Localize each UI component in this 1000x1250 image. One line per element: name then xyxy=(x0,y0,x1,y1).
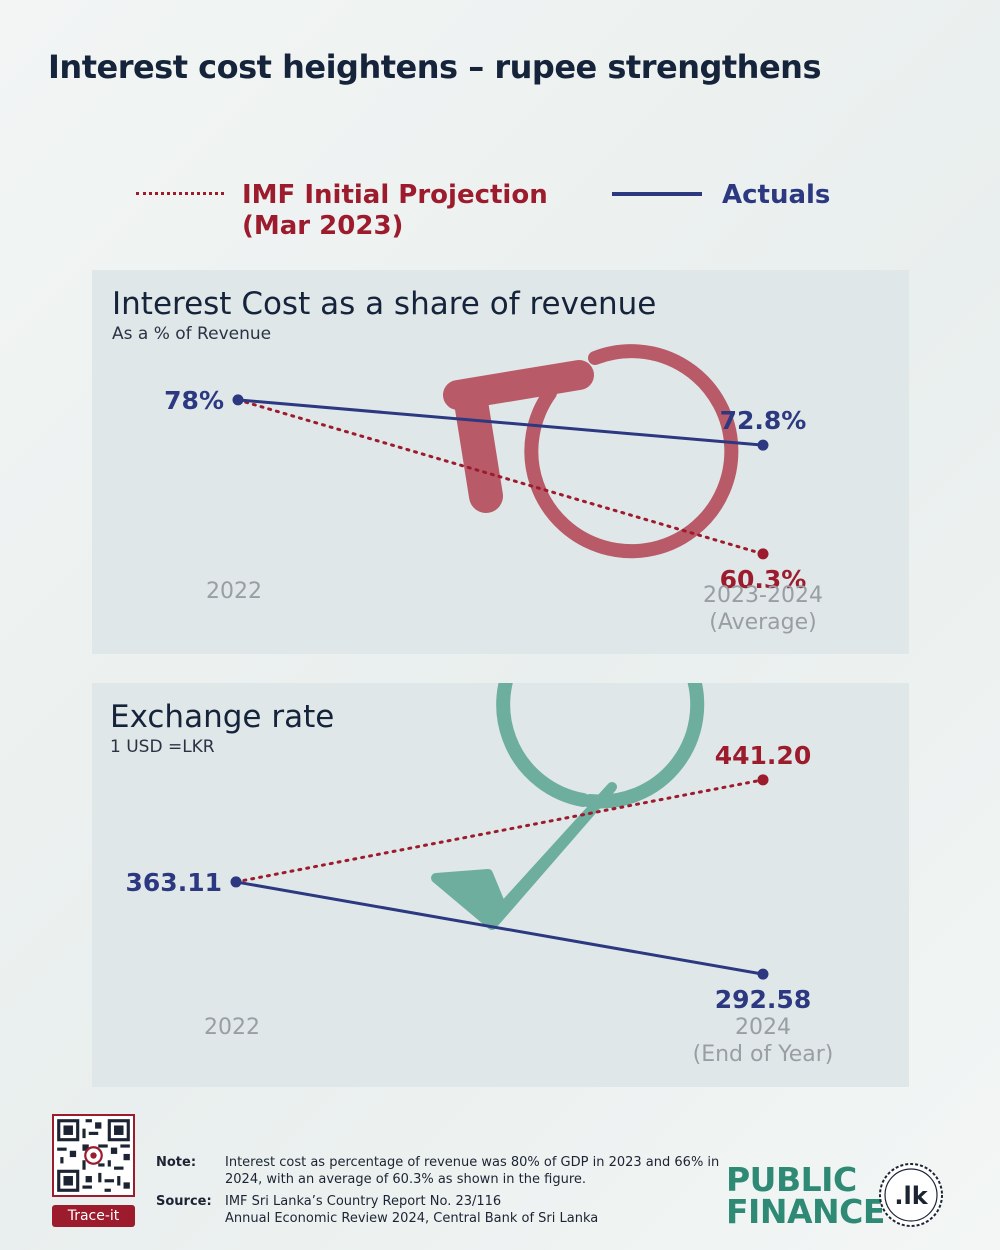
brand-line-1: PUBLIC xyxy=(726,1160,857,1199)
brand-suffix: .lk xyxy=(894,1182,928,1210)
interest-cost-subtitle: As a % of Revenue xyxy=(112,324,272,344)
legend-projection-swatch xyxy=(136,192,224,195)
exchange-rate-panel: 363.11 292.58 441.20 2022 2024 (End of Y… xyxy=(92,683,909,1087)
interest-cost-title: Interest Cost as a share of revenue xyxy=(112,286,657,322)
interest-cost-panel: 78% 72.8% 60.3% 2022 2023-2024 (Average)… xyxy=(92,270,909,654)
projection-label-2024: 441.20 xyxy=(715,741,811,770)
actuals-label-2023-2024: 72.8% xyxy=(720,406,807,435)
projection-series-line xyxy=(236,398,765,556)
category-label-2023-2024: 2023-2024 xyxy=(703,583,823,608)
actuals-series-line xyxy=(237,398,764,447)
source-label: Source: xyxy=(156,1194,212,1209)
check-icon xyxy=(431,683,705,930)
actuals-label-2024: 292.58 xyxy=(715,985,811,1014)
category-label-2022: 2022 xyxy=(204,1015,260,1040)
category-label-2022: 2022 xyxy=(206,579,262,604)
legend-projection-label: IMF Initial Projection (Mar 2023) xyxy=(242,180,572,242)
actuals-point-2022 xyxy=(230,876,242,888)
brand-line-2: FINANCE xyxy=(726,1192,885,1231)
legend-projection-line1: IMF Initial Projection xyxy=(242,180,548,210)
actuals-label-2022: 363.11 xyxy=(126,868,222,897)
brand-seal-icon: .lk xyxy=(879,1163,943,1227)
projection-label-2023-2024: 60.3% xyxy=(720,565,807,594)
category-label-end-of-year: (End of Year) xyxy=(693,1042,834,1067)
exchange-rate-chart: 363.11 292.58 441.20 2022 2024 (End of Y… xyxy=(126,683,834,1067)
interest-cost-chart: 78% 72.8% 60.3% 2022 2023-2024 (Average) xyxy=(164,344,823,635)
source-text: IMF Sri Lanka’s Country Report No. 23/11… xyxy=(225,1193,725,1227)
source-line-2: Annual Economic Review 2024, Central Ban… xyxy=(225,1211,599,1226)
actuals-series-line xyxy=(235,880,764,976)
legend-actuals-swatch xyxy=(612,192,702,196)
cross-icon xyxy=(443,344,739,559)
page-title: Interest cost heightens – rupee strength… xyxy=(48,48,821,86)
qr-code-image xyxy=(54,1116,133,1195)
category-label-average: (Average) xyxy=(709,610,817,635)
note-text: Interest cost as percentage of revenue w… xyxy=(225,1155,720,1187)
category-label-2024: 2024 xyxy=(735,1015,791,1040)
source-line-1: IMF Sri Lanka’s Country Report No. 23/11… xyxy=(225,1194,502,1209)
trace-it-badge[interactable]: Trace-it xyxy=(52,1205,135,1227)
qr-code[interactable] xyxy=(52,1114,135,1197)
projection-point-2023-2024 xyxy=(757,548,769,560)
legend-actuals-label: Actuals xyxy=(722,180,831,210)
note-label: Note: xyxy=(156,1155,197,1170)
exchange-rate-subtitle: 1 USD =LKR xyxy=(110,737,215,757)
projection-point-2024 xyxy=(757,774,769,786)
legend-projection-line2: (Mar 2023) xyxy=(242,211,404,241)
actuals-point-2024 xyxy=(757,968,769,980)
brand-logo: PUBLIC FINANCE xyxy=(726,1160,885,1231)
actuals-label-2022: 78% xyxy=(164,386,224,415)
actuals-point-2023-2024 xyxy=(757,439,769,451)
projection-series-line xyxy=(234,778,765,884)
exchange-rate-title: Exchange rate xyxy=(110,699,335,735)
actuals-point-2022 xyxy=(232,394,244,406)
